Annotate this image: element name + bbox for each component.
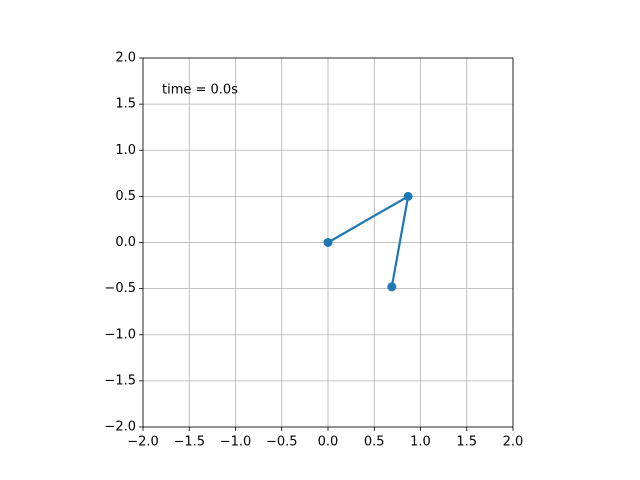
x-tick-label: −2.0: [127, 435, 159, 450]
y-tick-label: 1.0: [115, 143, 136, 158]
pendulum-marker: [403, 191, 413, 201]
y-tick-label: −1.5: [104, 373, 136, 388]
x-tick-label: −1.5: [173, 435, 205, 450]
y-tick-label: −0.5: [104, 281, 136, 296]
x-tick-label: 0.5: [364, 435, 385, 450]
x-tick-label: 2.0: [503, 435, 524, 450]
x-tick-label: −1.0: [220, 435, 252, 450]
x-tick-label: −0.5: [266, 435, 298, 450]
pendulum-marker: [387, 282, 397, 292]
y-tick-label: −1.0: [104, 327, 136, 342]
annotation: time = 0.0s: [162, 83, 238, 98]
y-tick-label: −2.0: [104, 420, 136, 435]
y-tick-label: 0.5: [115, 189, 136, 204]
x-tick-label: 1.5: [456, 435, 477, 450]
x-tick-label: 0.0: [318, 435, 339, 450]
plot-layer: [323, 191, 413, 292]
pendulum-marker: [323, 238, 333, 247]
y-tick-label: 1.5: [115, 97, 136, 112]
y-tick-label: 2.0: [115, 51, 136, 66]
y-tick-label: 0.0: [115, 235, 136, 250]
x-tick-label: 1.0: [410, 435, 431, 450]
